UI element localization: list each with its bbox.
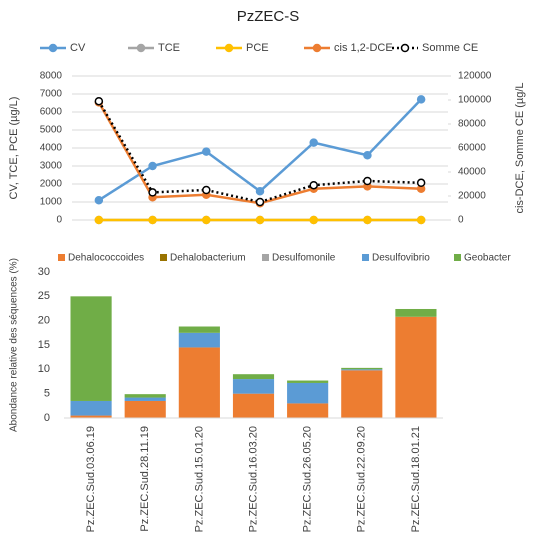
legend-marker bbox=[136, 43, 146, 53]
legend-label: TCE bbox=[158, 42, 180, 54]
y2-tick-label: 20000 bbox=[458, 191, 486, 202]
y2-axis-title: cis-DCE, Somme CE (µg/L bbox=[514, 82, 526, 213]
y-tick-label: 4000 bbox=[40, 143, 63, 154]
x-tick-label: Pz.ZEC.Sud.16.03.20 bbox=[247, 426, 259, 532]
y-tick-label: 0 bbox=[56, 215, 62, 226]
bar-segment bbox=[124, 394, 166, 398]
x-tick-label: Pz.ZEC.Sud.28.11.19 bbox=[139, 426, 151, 532]
bar-segment bbox=[341, 367, 383, 370]
chart-title: PzZEC-S bbox=[237, 8, 300, 25]
point bbox=[309, 180, 318, 190]
y-tick-label: 15 bbox=[38, 339, 50, 351]
bar-segment bbox=[395, 308, 437, 317]
y-tick-label: 0 bbox=[44, 412, 50, 424]
bar-segment bbox=[178, 332, 220, 348]
y-axis-title: CV, TCE, PCE (µg/L) bbox=[8, 97, 20, 200]
y2-tick-label: 0 bbox=[458, 215, 464, 226]
legend-label: PCE bbox=[246, 42, 269, 54]
y-tick-label: 2000 bbox=[40, 179, 63, 190]
y-tick-label: 7000 bbox=[40, 89, 63, 100]
point bbox=[255, 186, 265, 196]
point bbox=[363, 176, 372, 186]
y-tick-label: 25 bbox=[38, 290, 50, 302]
y-tick-label: 8000 bbox=[40, 71, 63, 82]
legend-label: Somme CE bbox=[422, 42, 478, 54]
point bbox=[363, 150, 372, 160]
bar-segment bbox=[287, 403, 329, 418]
bar-segment bbox=[232, 393, 275, 418]
bar-segment bbox=[70, 296, 112, 401]
bar-segment bbox=[287, 380, 329, 383]
bar-segment bbox=[178, 326, 220, 333]
x-tick-label: Pz.ZEC.Sud.18.01.21 bbox=[410, 426, 422, 532]
legend-label: CV bbox=[70, 42, 86, 54]
point bbox=[416, 178, 426, 188]
point bbox=[255, 197, 265, 207]
y-tick-label: 3000 bbox=[40, 161, 63, 172]
bar-segment bbox=[395, 316, 437, 418]
point bbox=[148, 188, 157, 197]
point bbox=[416, 95, 426, 104]
legend-label: cis 1,2-DCE bbox=[334, 42, 393, 54]
y2-tick-label: 60000 bbox=[458, 143, 486, 154]
bar-segment bbox=[232, 379, 275, 394]
bar-segment bbox=[70, 400, 112, 416]
y-tick-label: 10 bbox=[38, 363, 50, 375]
bar-segment bbox=[70, 415, 112, 418]
legend-swatch bbox=[160, 254, 167, 261]
x-tick-label: Pz.ZEC.Sud.22.09.20 bbox=[356, 426, 368, 532]
point bbox=[94, 96, 104, 106]
bar-segment bbox=[124, 400, 166, 418]
legend-swatch bbox=[262, 254, 269, 261]
bar-segment bbox=[341, 369, 383, 371]
legend-swatch bbox=[362, 254, 369, 261]
point bbox=[94, 195, 104, 205]
y-axis-title: Abondance relative des séquences (%) bbox=[9, 258, 20, 432]
legend-marker bbox=[312, 43, 322, 53]
point bbox=[148, 161, 157, 171]
legend-marker bbox=[224, 43, 234, 53]
bar-segment bbox=[287, 382, 329, 404]
point bbox=[202, 215, 211, 225]
point bbox=[255, 215, 265, 225]
legend-swatch bbox=[58, 254, 65, 261]
x-tick-label: Pz.ZEC.Sud.26.05.20 bbox=[302, 426, 314, 532]
point bbox=[416, 215, 426, 225]
legend-marker bbox=[400, 43, 410, 53]
point bbox=[309, 138, 318, 147]
point bbox=[363, 215, 372, 225]
legend-marker bbox=[48, 43, 58, 53]
legend-label: Geobacter bbox=[464, 253, 511, 264]
y2-tick-label: 100000 bbox=[458, 95, 492, 106]
point bbox=[202, 147, 211, 156]
y-tick-label: 5000 bbox=[40, 125, 63, 136]
y-tick-label: 5 bbox=[44, 388, 50, 400]
point bbox=[148, 215, 157, 225]
y2-tick-label: 40000 bbox=[458, 167, 486, 178]
y-tick-label: 20 bbox=[38, 315, 50, 327]
legend-label: Dehalococcoides bbox=[68, 253, 144, 264]
y-tick-label: 30 bbox=[38, 266, 50, 278]
y-tick-label: 1000 bbox=[40, 197, 63, 208]
y-tick-label: 6000 bbox=[40, 107, 63, 118]
legend-label: Desulfovibrio bbox=[372, 253, 430, 264]
legend-label: Desulfomonile bbox=[272, 253, 336, 264]
bar-segment bbox=[341, 370, 383, 418]
legend-swatch bbox=[454, 254, 461, 261]
point bbox=[94, 215, 104, 225]
x-tick-label: Pz.ZEC.Sud.15.01.20 bbox=[193, 426, 205, 532]
y2-tick-label: 80000 bbox=[458, 119, 486, 130]
legend-label: Dehalobacterium bbox=[170, 253, 246, 264]
point bbox=[309, 215, 318, 225]
bar-segment bbox=[232, 374, 275, 380]
bar-segment bbox=[178, 347, 220, 418]
x-tick-label: Pz.ZEC.Sud.03.06.19 bbox=[85, 426, 97, 532]
y2-tick-label: 120000 bbox=[458, 71, 492, 82]
point bbox=[202, 185, 211, 195]
bar-segment bbox=[124, 397, 166, 401]
